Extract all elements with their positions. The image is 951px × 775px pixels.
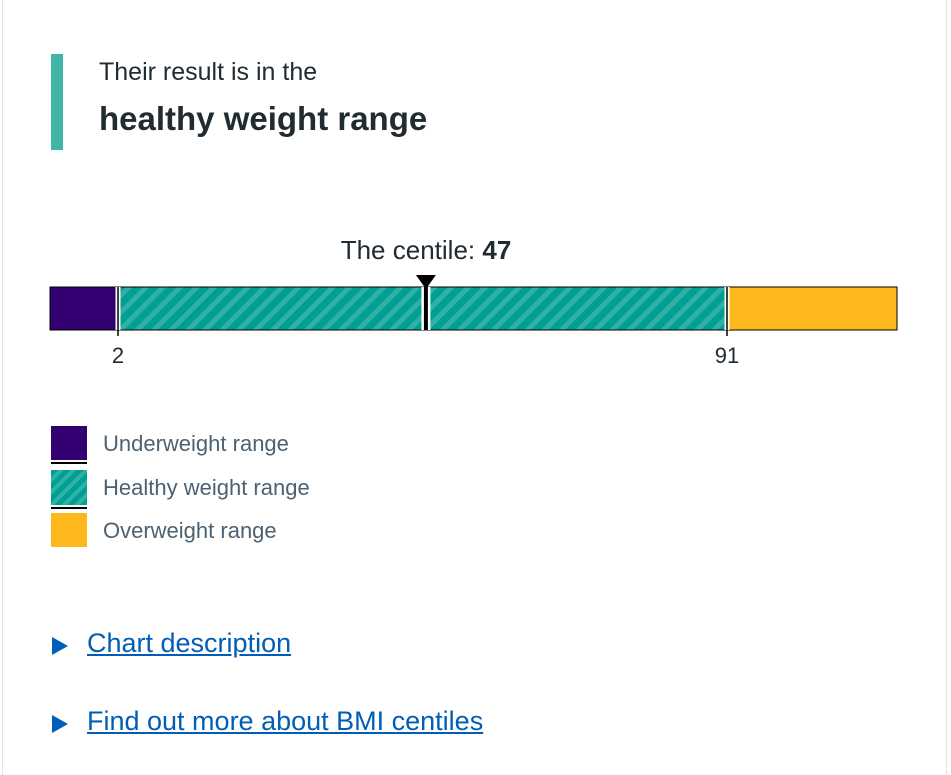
centile-value: 47 <box>482 235 512 265</box>
legend-label: Underweight range <box>103 431 289 456</box>
centile-bar: 2 91 <box>49 275 898 368</box>
result-range: healthy weight range <box>99 100 428 137</box>
accent-bar <box>51 54 63 150</box>
underweight-segment <box>50 287 118 330</box>
legend-label: Overweight range <box>103 518 277 543</box>
threshold-label: 2 <box>112 343 124 368</box>
details-link[interactable]: Chart description <box>87 628 292 658</box>
centile-pointer <box>415 275 436 289</box>
legend-label: Healthy weight range <box>103 475 310 500</box>
bar-outline <box>49 286 898 331</box>
disclosure-arrow <box>52 715 68 733</box>
legend-divider <box>51 462 87 464</box>
centile-heading: The centile: 47 <box>0 235 852 266</box>
legend-swatch <box>51 426 87 460</box>
centile-label: The centile: <box>340 235 476 265</box>
legend-swatch <box>51 470 87 505</box>
overweight-segment <box>727 287 897 330</box>
result-intro: Their result is in the <box>99 58 318 86</box>
threshold-label: 91 <box>715 343 739 368</box>
disclosure-arrow <box>52 637 68 655</box>
legend-swatch <box>51 513 87 547</box>
details-link[interactable]: Find out more about BMI centiles <box>87 706 484 736</box>
legend-divider <box>51 507 87 509</box>
